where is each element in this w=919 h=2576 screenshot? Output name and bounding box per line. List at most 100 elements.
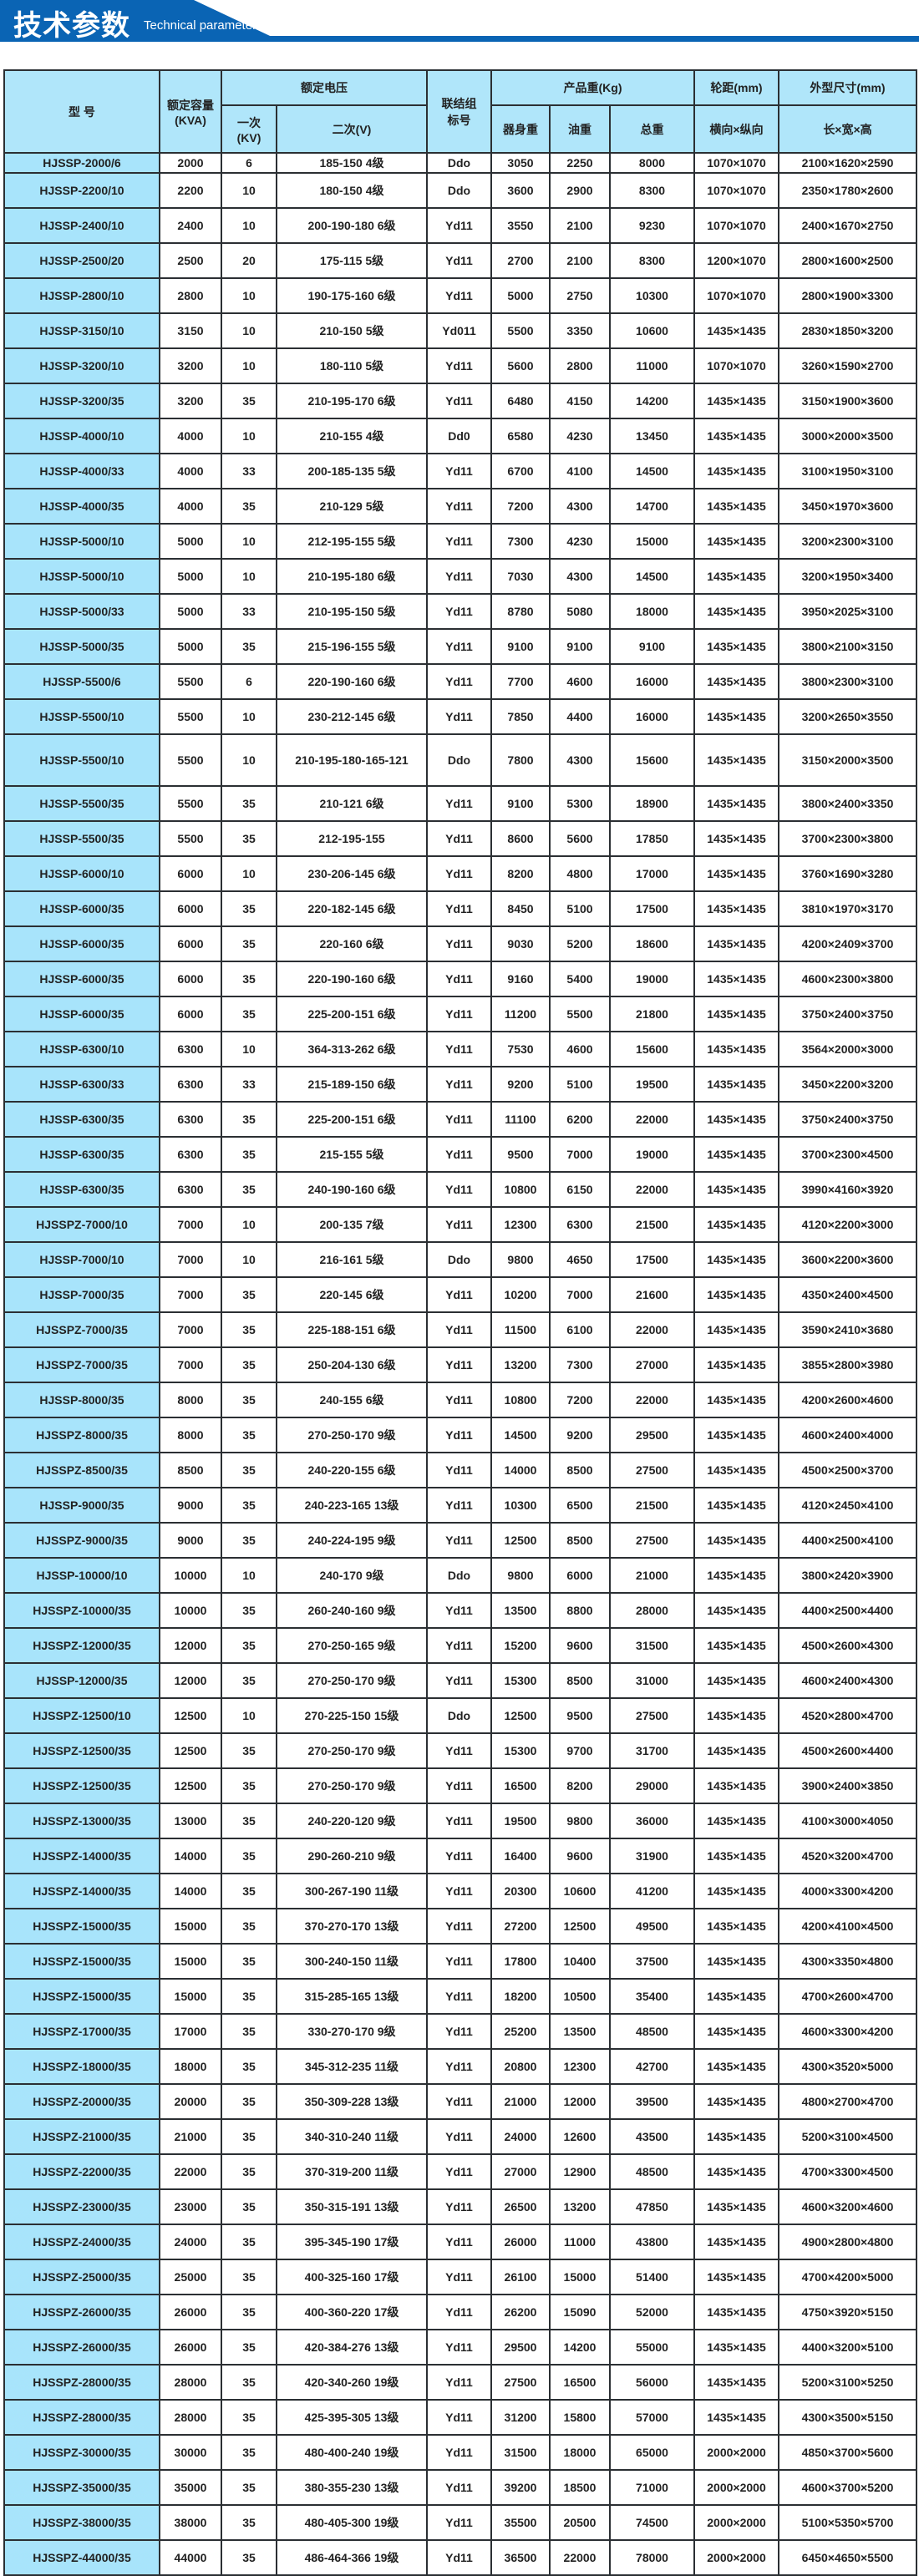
cell-oil-weight: 3350	[549, 312, 611, 349]
cell-primary-voltage: 10	[221, 1697, 277, 1734]
cell-oil-weight: 4100	[549, 453, 611, 489]
cell-secondary-voltage: 240-224-195 9级	[276, 1522, 428, 1559]
cell-total-weight: 17850	[609, 820, 695, 857]
cell-dimensions: 4600×2400×4000	[778, 1417, 917, 1453]
cell-secondary-voltage: 395-345-190 17级	[276, 2224, 428, 2260]
cell-primary-voltage: 10	[221, 1031, 277, 1067]
cell-body-weight: 3550	[490, 207, 551, 244]
cell-secondary-voltage: 240-223-165 13级	[276, 1487, 428, 1524]
cell-primary-voltage: 35	[221, 2364, 277, 2401]
cell-capacity: 6000	[159, 890, 222, 927]
cell-connection-group: Yd11	[426, 2083, 492, 2120]
cell-dimensions: 3810×1970×3170	[778, 890, 917, 927]
cell-wheel-gauge: 1435×1435	[693, 2153, 779, 2190]
cell-connection-group: Yd11	[426, 996, 492, 1032]
cell-model: HJSSP-2000/6	[3, 152, 160, 174]
cell-oil-weight: 15000	[549, 2259, 611, 2295]
header-body-weight: 器身重	[490, 104, 551, 154]
cell-total-weight: 31900	[609, 1838, 695, 1874]
cell-model: HJSSPZ-23000/35	[3, 2188, 160, 2225]
cell-secondary-voltage: 250-204-130 6级	[276, 1346, 428, 1383]
cell-capacity: 7000	[159, 1311, 222, 1348]
cell-secondary-voltage: 400-360-220 17级	[276, 2294, 428, 2330]
cell-wheel-gauge: 1435×1435	[693, 1557, 779, 1594]
cell-primary-voltage: 35	[221, 1732, 277, 1769]
cell-body-weight: 14500	[490, 1417, 551, 1453]
cell-secondary-voltage: 216-161 5级	[276, 1241, 428, 1278]
cell-wheel-gauge: 1435×1435	[693, 593, 779, 630]
cell-secondary-voltage: 240-220-155 6级	[276, 1452, 428, 1488]
cell-total-weight: 15000	[609, 523, 695, 560]
cell-primary-voltage: 35	[221, 2013, 277, 2050]
header-group: 联结组 标号	[426, 69, 492, 154]
cell-body-weight: 5500	[490, 312, 551, 349]
cell-total-weight: 22000	[609, 1382, 695, 1418]
cell-wheel-gauge: 1435×1435	[693, 1803, 779, 1839]
cell-dimensions: 2830×1850×3200	[778, 312, 917, 349]
cell-dimensions: 4900×2800×4800	[778, 2224, 917, 2260]
header-group-label: 联结组	[441, 96, 477, 110]
cell-connection-group: Yd11	[426, 277, 492, 314]
banner-stripe	[0, 36, 919, 42]
cell-connection-group: Yd11	[426, 855, 492, 892]
cell-primary-voltage: 10	[221, 1241, 277, 1278]
table-row: HJSSPZ-12500/10 12500 10 270-225-150 15级 Ddo…	[3, 1697, 917, 1734]
cell-connection-group: Yd11	[426, 1417, 492, 1453]
cell-connection-group: Yd11	[426, 785, 492, 822]
header-group-label2: 标号	[447, 113, 471, 127]
cell-dimensions: 4100×3000×4050	[778, 1803, 917, 1839]
table-row: HJSSP-5000/33 5000 33 210-195-150 5级 Yd11 878…	[3, 593, 917, 630]
cell-body-weight: 10200	[490, 1276, 551, 1313]
cell-body-weight: 18200	[490, 1978, 551, 2015]
cell-oil-weight: 2100	[549, 242, 611, 279]
cell-total-weight: 48500	[609, 2013, 695, 2050]
cell-dimensions: 4500×2600×4400	[778, 1732, 917, 1769]
cell-dimensions: 3900×2400×3850	[778, 1767, 917, 1804]
cell-wheel-gauge: 1435×1435	[693, 1066, 779, 1103]
cell-model: HJSSPZ-9000/35	[3, 1522, 160, 1559]
cell-total-weight: 21500	[609, 1487, 695, 1524]
table-row: HJSSP-7000/10 7000 10 216-161 5级 Ddo 9800 4650…	[3, 1241, 917, 1278]
cell-primary-voltage: 10	[221, 855, 277, 892]
cell-body-weight: 12500	[490, 1697, 551, 1734]
cell-total-weight: 49500	[609, 1908, 695, 1945]
table-row: HJSSP-2200/10 2200 10 180-150 4级 Ddo 3600 2900…	[3, 172, 917, 209]
cell-dimensions: 2800×1900×3300	[778, 277, 917, 314]
cell-body-weight: 7800	[490, 733, 551, 787]
cell-primary-voltage: 35	[221, 1662, 277, 1699]
cell-dimensions: 3450×2200×3200	[778, 1066, 917, 1103]
cell-dimensions: 4750×3920×5150	[778, 2294, 917, 2330]
cell-oil-weight: 8800	[549, 1592, 611, 1629]
cell-wheel-gauge: 1435×1435	[693, 2399, 779, 2436]
cell-body-weight: 20800	[490, 2048, 551, 2085]
cell-wheel-gauge: 1435×1435	[693, 2259, 779, 2295]
cell-connection-group: Ddo	[426, 1241, 492, 1278]
cell-secondary-voltage: 200-135 7级	[276, 1206, 428, 1243]
cell-wheel-gauge: 1435×1435	[693, 1767, 779, 1804]
cell-capacity: 12500	[159, 1767, 222, 1804]
cell-model: HJSSPZ-22000/35	[3, 2153, 160, 2190]
cell-total-weight: 14700	[609, 488, 695, 525]
cell-total-weight: 10300	[609, 277, 695, 314]
cell-capacity: 6300	[159, 1171, 222, 1208]
cell-primary-voltage: 10	[221, 312, 277, 349]
cell-connection-group: Yd11	[426, 1803, 492, 1839]
cell-body-weight: 3600	[490, 172, 551, 209]
header-primary-label: 一次	[237, 115, 261, 129]
table-row: HJSSP-2800/10 2800 10 190-175-160 6级 Yd11 500…	[3, 277, 917, 314]
cell-wheel-gauge: 1435×1435	[693, 2224, 779, 2260]
cell-connection-group: Ddo	[426, 733, 492, 787]
cell-primary-voltage: 35	[221, 1487, 277, 1524]
cell-wheel-gauge: 1435×1435	[693, 1873, 779, 1909]
cell-dimensions: 4500×2600×4300	[778, 1627, 917, 1664]
cell-capacity: 2400	[159, 207, 222, 244]
cell-oil-weight: 5600	[549, 820, 611, 857]
cell-dimensions: 3150×2000×3500	[778, 733, 917, 787]
cell-wheel-gauge: 1435×1435	[693, 2329, 779, 2366]
cell-connection-group: Yd11	[426, 1662, 492, 1699]
cell-body-weight: 7300	[490, 523, 551, 560]
cell-connection-group: Ddo	[426, 1557, 492, 1594]
cell-capacity: 7000	[159, 1206, 222, 1243]
cell-wheel-gauge: 1435×1435	[693, 523, 779, 560]
cell-primary-voltage: 35	[221, 1873, 277, 1909]
